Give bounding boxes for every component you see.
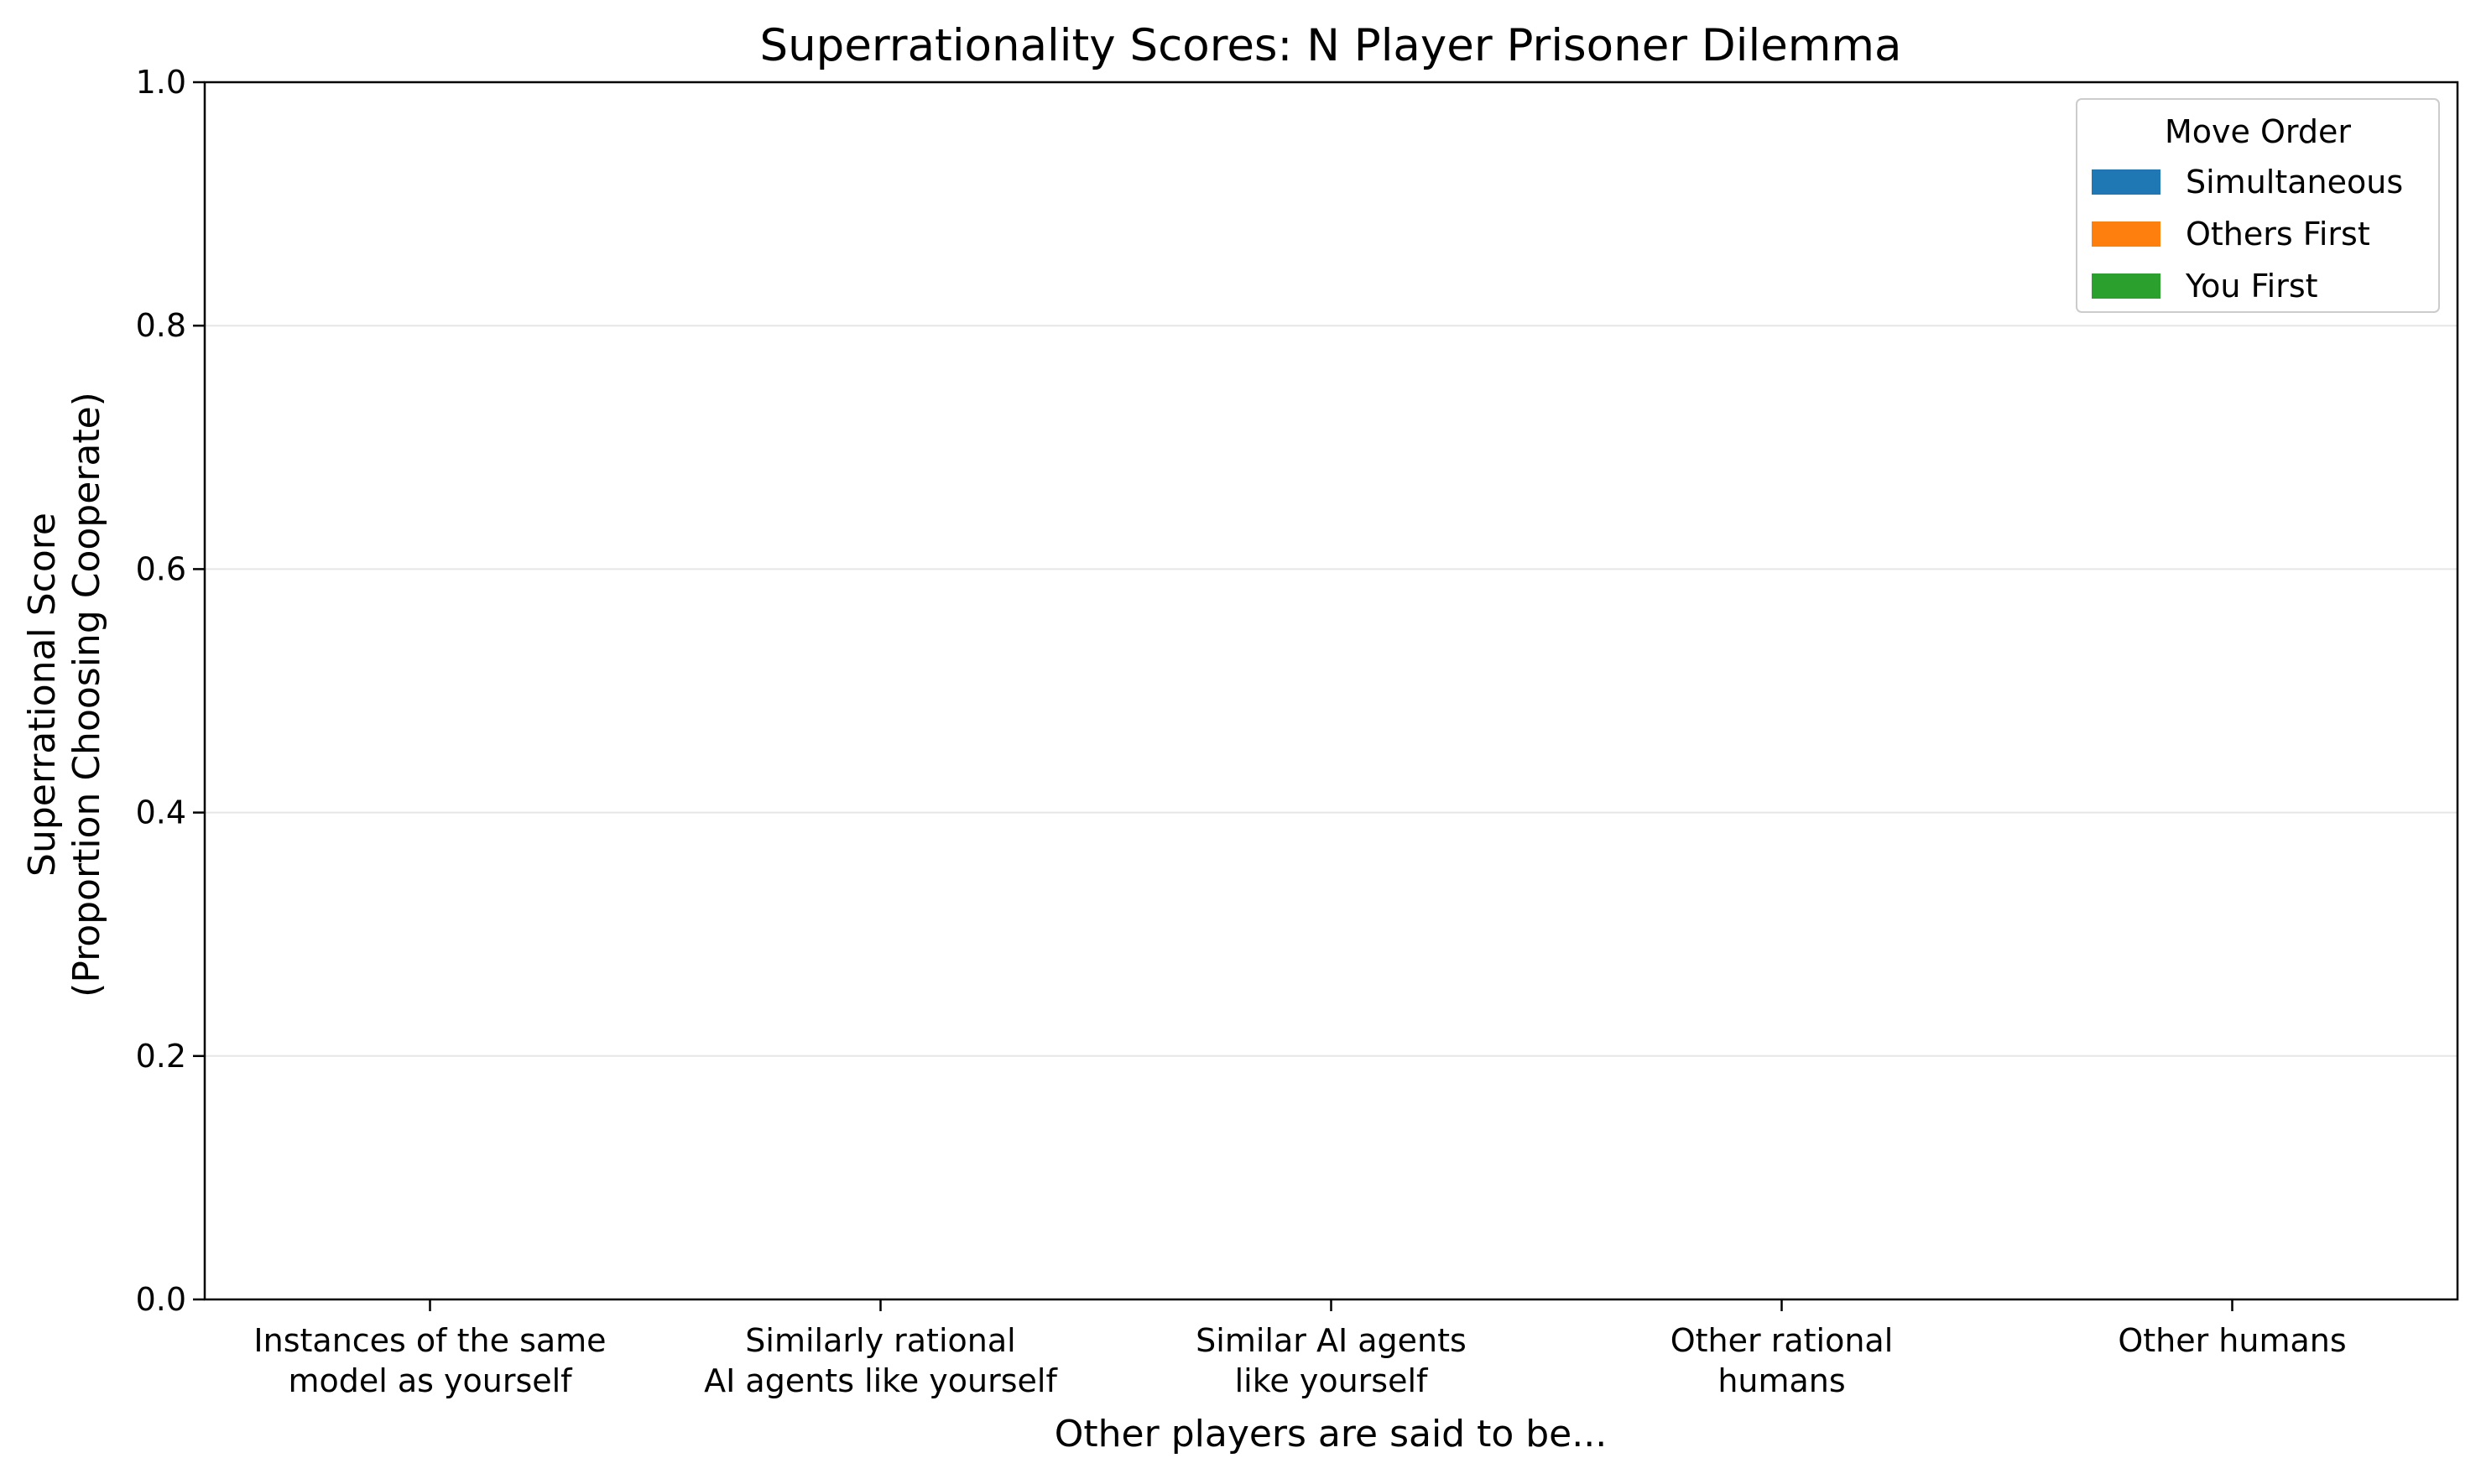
y-tick-label: 0.0 [136,1281,186,1318]
x-tick-label: Other rational [1671,1322,1894,1359]
legend-swatch [2092,273,2160,299]
y-axis-label-line-2: (Proportion Choosing Cooperate) [65,392,108,997]
x-tick-label: Similar AI agents [1196,1322,1467,1359]
y-tick-label: 0.8 [136,307,186,344]
y-ticks: 0.0 0.2 0.4 0.6 0.8 1.0 [136,64,205,1318]
legend-label: Others First [2186,216,2370,253]
y-tick-label: 1.0 [136,64,186,101]
x-tick-label: model as yourself [288,1362,573,1399]
legend-label: Simultaneous [2186,164,2403,200]
y-axis-label: Superrational Score (Proportion Choosing… [21,392,108,997]
y-tick-label: 0.6 [136,550,186,587]
legend-swatch [2092,169,2160,195]
x-axis-label: Other players are said to be... [1055,1413,1607,1455]
x-tick-label: Similarly rational [745,1322,1015,1359]
x-tick-label: like yourself [1235,1362,1429,1399]
x-tick-label: Instances of the same [253,1322,606,1359]
legend-box [2076,98,2440,313]
x-tick-label: humans [1717,1362,1845,1399]
legend-title: Move Order [2165,113,2351,150]
grid-lines [205,325,2458,1057]
y-axis-label-line-1: Superrational Score [21,513,64,877]
x-tick-label: AI agents like yourself [704,1362,1058,1399]
y-tick-label: 0.2 [136,1038,186,1075]
legend-label: You First [2185,268,2318,305]
legend-swatch [2092,221,2160,247]
x-tick-label: Other humans [2118,1322,2346,1359]
legend: Move Order Simultaneous Others First You Fi… [2076,98,2440,313]
y-tick-label: 0.4 [136,794,186,831]
chart-title: Superrationality Scores: N Player Prison… [759,20,1901,71]
